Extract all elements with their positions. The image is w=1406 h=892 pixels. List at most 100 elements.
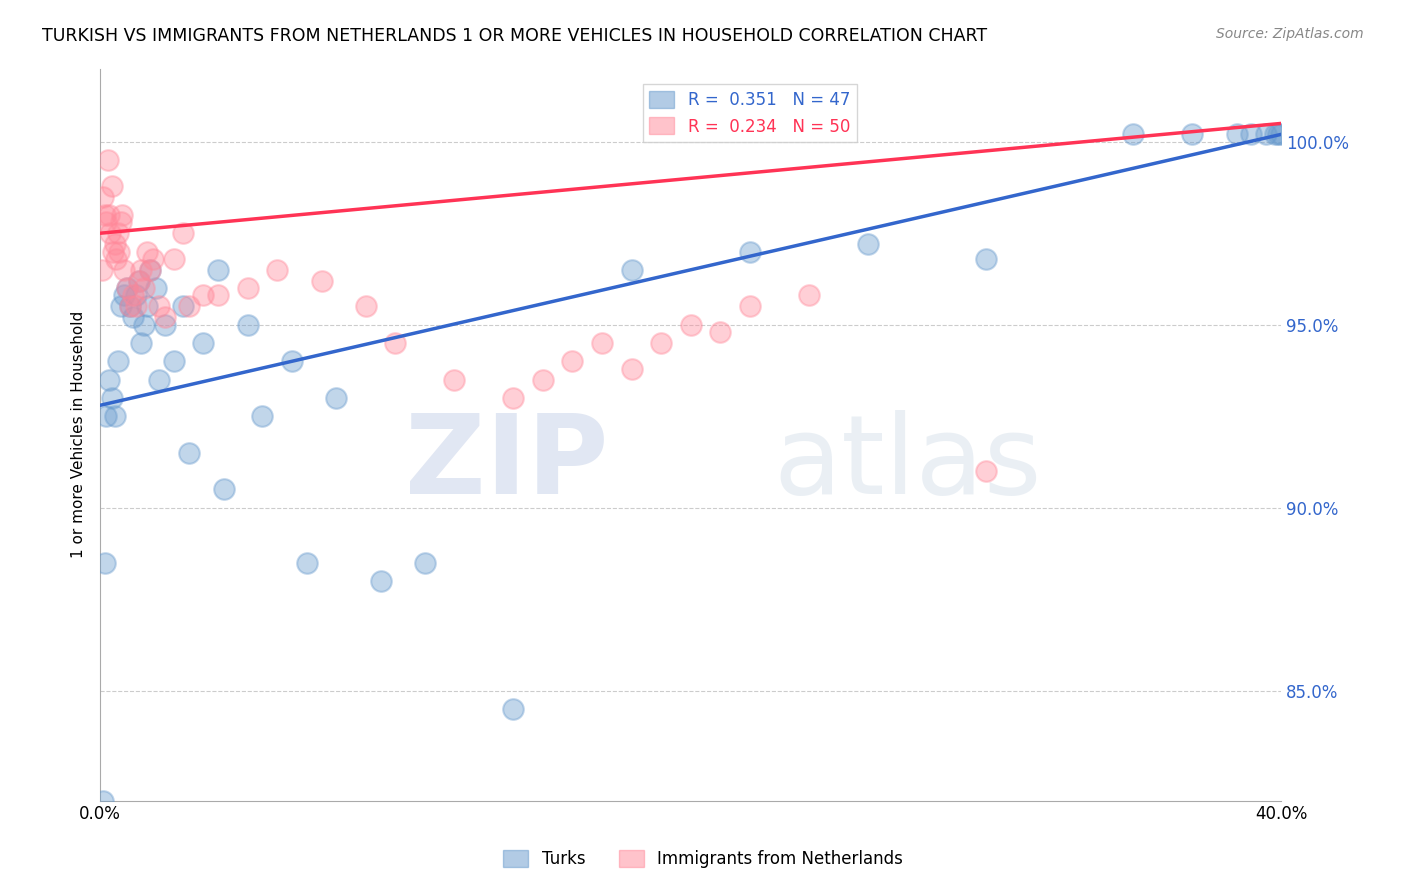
Point (1270, 128, 1292, 142)
Point (112, 288, 135, 302)
Point (281, 354, 304, 368)
Point (620, 263, 643, 277)
Legend: R =  0.351   N = 47, R =  0.234   N = 50: R = 0.351 N = 47, R = 0.234 N = 50 (643, 84, 856, 142)
Point (115, 281, 138, 295)
Point (131, 263, 153, 277)
Point (193, 336, 215, 351)
Point (131, 336, 153, 351)
Point (105, 252, 128, 266)
Point (797, 288, 820, 302)
Point (107, 354, 129, 368)
Point (236, 281, 259, 295)
Point (974, 464, 997, 478)
Point (136, 300, 159, 314)
Point (104, 237, 127, 252)
Point (163, 252, 186, 266)
Point (112, 263, 135, 277)
Point (207, 263, 229, 277)
Point (1240, 128, 1263, 142)
Point (124, 300, 146, 314)
Point (90, 263, 112, 277)
Point (100, 226, 122, 240)
Point (738, 300, 761, 314)
Point (136, 244, 159, 259)
Point (1267, 128, 1289, 142)
Point (354, 300, 377, 314)
Point (172, 226, 194, 240)
Point (207, 288, 229, 302)
Point (108, 244, 131, 259)
Point (101, 391, 124, 405)
Point (193, 288, 215, 302)
Point (212, 483, 235, 497)
Point (121, 288, 143, 302)
Point (650, 336, 672, 351)
Text: Source: ZipAtlas.com: Source: ZipAtlas.com (1216, 27, 1364, 41)
Legend: Turks, Immigrants from Netherlands: Turks, Immigrants from Netherlands (496, 843, 910, 875)
Point (153, 310, 176, 325)
Point (620, 361, 643, 376)
Point (1226, 128, 1249, 142)
Point (128, 274, 150, 288)
Point (134, 318, 156, 332)
Point (104, 409, 127, 424)
Point (738, 244, 761, 259)
Point (709, 325, 731, 339)
Point (561, 354, 583, 368)
Point (591, 336, 613, 351)
Point (163, 354, 186, 368)
Point (252, 409, 274, 424)
Point (91, 189, 114, 203)
Point (1264, 128, 1286, 142)
Point (384, 336, 406, 351)
Point (370, 574, 392, 588)
Point (325, 391, 347, 405)
Point (856, 237, 879, 252)
Text: atlas: atlas (773, 410, 1042, 517)
Point (413, 556, 436, 570)
Point (115, 281, 138, 295)
Point (172, 300, 194, 314)
Point (98, 373, 121, 387)
Point (266, 263, 288, 277)
Point (679, 318, 702, 332)
Text: TURKISH VS IMMIGRANTS FROM NETHERLANDS 1 OR MORE VEHICLES IN HOUSEHOLD CORRELATI: TURKISH VS IMMIGRANTS FROM NETHERLANDS 1… (42, 27, 987, 45)
Point (93, 556, 115, 570)
Point (1181, 128, 1204, 142)
Point (128, 274, 150, 288)
Point (124, 288, 146, 302)
Point (96, 153, 118, 167)
Point (118, 300, 141, 314)
Point (295, 556, 318, 570)
Point (502, 702, 524, 716)
Point (145, 281, 167, 295)
Point (148, 373, 170, 387)
Point (139, 263, 162, 277)
Point (110, 215, 132, 229)
Point (118, 300, 141, 314)
Point (134, 281, 156, 295)
Point (1122, 128, 1144, 142)
Point (94, 215, 117, 229)
Point (107, 226, 129, 240)
Y-axis label: 1 or more Vehicles in Household: 1 or more Vehicles in Household (72, 311, 86, 558)
Point (121, 310, 143, 325)
Point (153, 318, 176, 332)
Point (443, 373, 465, 387)
Point (103, 244, 125, 259)
Point (531, 373, 554, 387)
Point (177, 446, 200, 460)
Point (94, 409, 117, 424)
Point (1256, 128, 1278, 142)
Point (91, 794, 114, 808)
Text: ZIP: ZIP (405, 410, 607, 517)
Point (311, 274, 333, 288)
Point (139, 263, 162, 277)
Point (98, 208, 121, 222)
Point (148, 300, 170, 314)
Point (974, 252, 997, 266)
Point (236, 318, 259, 332)
Point (111, 208, 134, 222)
Point (502, 391, 524, 405)
Point (142, 252, 165, 266)
